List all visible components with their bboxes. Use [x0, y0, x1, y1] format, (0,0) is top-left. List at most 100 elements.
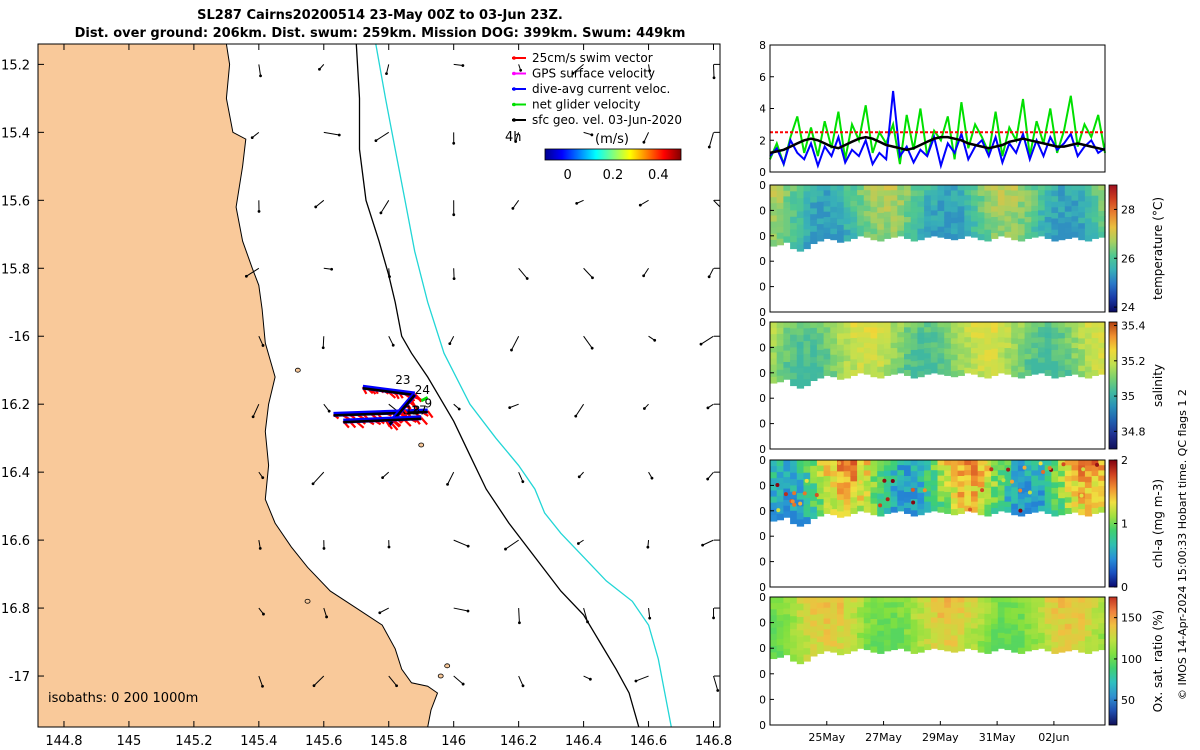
heatmap-cell — [890, 185, 898, 191]
heatmap-cell — [890, 368, 898, 375]
heatmap-cell — [1091, 185, 1099, 191]
heatmap-cell — [770, 209, 778, 217]
heatmap-cell — [897, 357, 905, 364]
heatmap-cell — [843, 608, 851, 615]
heatmap-cell — [1031, 363, 1039, 370]
heatmap-cell — [810, 620, 818, 628]
heatmap-cell — [810, 231, 818, 239]
heatmap-cell — [857, 602, 865, 608]
heatmap-cell — [830, 217, 838, 224]
y-tick-label: 100 — [760, 306, 766, 319]
y-tick-label: 16.8 — [1, 602, 30, 617]
heatmap-cell — [984, 361, 992, 368]
heatmap-cell — [950, 624, 959, 631]
heatmap-cell — [964, 643, 972, 649]
heatmap-cell — [810, 351, 818, 358]
heatmap-cell — [1071, 231, 1079, 238]
heatmap-cell — [1024, 492, 1032, 498]
heatmap-cell — [1004, 460, 1012, 466]
heatmap-cell — [796, 218, 805, 226]
heatmap-cell — [1091, 623, 1099, 630]
heatmap-cell — [991, 486, 999, 493]
geo-velocity-arrowhead — [262, 612, 265, 616]
heatmap-cell — [1031, 195, 1039, 202]
heatmap-cell — [950, 487, 959, 494]
heatmap-cell — [816, 333, 825, 340]
heatmap-cell — [1051, 630, 1059, 638]
heatmap-cell — [1024, 497, 1032, 504]
geo-velocity-arrowhead — [251, 415, 255, 419]
heatmap-cell — [1091, 470, 1099, 477]
geo-velocity-arrowhead — [385, 72, 388, 76]
heatmap-cell — [950, 217, 959, 224]
track-line — [362, 386, 415, 397]
heatmap-cell — [863, 348, 872, 354]
geo-velocity-arrow — [702, 539, 714, 546]
heatmap-cell — [937, 486, 945, 492]
heatmap-cell — [857, 190, 865, 196]
heatmap-cell — [1017, 597, 1026, 604]
heatmap-cell — [971, 465, 979, 472]
heatmap-cell — [977, 630, 985, 637]
heatmap-cell — [870, 360, 878, 367]
heatmap-cell — [1038, 225, 1046, 232]
heatmap-cell — [1031, 475, 1039, 482]
heatmap-cell — [863, 205, 872, 212]
heatmap-cell — [1004, 231, 1012, 238]
heatmap-cell — [796, 328, 805, 336]
heatmap-cell — [950, 476, 959, 483]
heatmap-cell — [803, 235, 811, 243]
heatmap-cell — [843, 460, 851, 467]
heatmap-cell — [950, 630, 959, 637]
heatmap-cell — [803, 603, 811, 611]
chart-subtitle: Dist. over ground: 206km. Dist. swum: 25… — [74, 26, 686, 41]
heatmap-cell — [897, 627, 905, 634]
heatmap-cell — [1051, 196, 1059, 203]
heatmap-cell — [1044, 332, 1052, 339]
heatmap-cell — [997, 220, 1006, 227]
heatmap-cell — [1084, 349, 1093, 357]
heatmap-cell — [830, 608, 838, 615]
heatmap-cell — [1051, 642, 1059, 649]
heatmap-cell — [977, 619, 985, 626]
y-tick-label: 15.6 — [1, 194, 30, 209]
heatmap-cell — [1078, 476, 1086, 483]
heatmap-cell — [950, 322, 959, 329]
heatmap-cell — [790, 204, 798, 211]
heatmap-cell — [843, 630, 851, 638]
heatmap-cell — [917, 360, 925, 367]
heatmap-cell — [1017, 338, 1026, 345]
geo-velocity-arrowhead — [521, 480, 525, 484]
heatmap-cell — [796, 466, 805, 474]
heatmap-cell — [897, 490, 905, 497]
heatmap-cell — [857, 485, 865, 492]
heatmap-cell — [984, 487, 992, 495]
heatmap-cell — [1011, 602, 1019, 609]
heatmap-cell — [783, 637, 791, 644]
heatmap-cell — [810, 208, 818, 215]
heatmap-cell — [1051, 608, 1059, 615]
heatmap-cell — [964, 322, 972, 328]
heatmap-cell — [1004, 628, 1012, 635]
geo-velocity-arrow — [648, 608, 651, 619]
heatmap-cell — [1024, 354, 1032, 360]
heatmap-cell — [830, 635, 838, 642]
heatmap-cell — [950, 498, 959, 505]
heatmap-cell — [1071, 348, 1079, 354]
heatmap-cell — [1024, 597, 1032, 603]
heatmap-cell — [991, 185, 999, 191]
heatmap-cell — [816, 338, 825, 345]
heatmap-cell — [957, 481, 965, 488]
chl-a-point — [802, 491, 807, 496]
heatmap-cell — [1011, 503, 1019, 510]
heatmap-cell — [1031, 327, 1039, 334]
x-tick-label: 145.4 — [240, 734, 277, 749]
heatmap-cell — [770, 490, 778, 498]
geo-velocity-arrowhead — [521, 684, 525, 688]
heatmap-cell — [830, 498, 838, 505]
heatmap-cell — [897, 215, 905, 222]
heatmap-cell — [1078, 349, 1086, 356]
colorbar-tick-label: 0.4 — [648, 168, 669, 183]
geo-velocity-arrowhead — [379, 211, 383, 215]
geo-velocity-arrow — [323, 607, 328, 618]
